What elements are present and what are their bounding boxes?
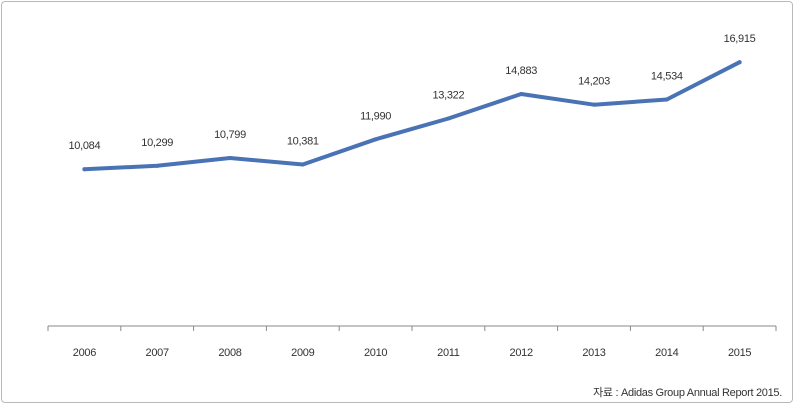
data-label: 16,915 bbox=[724, 33, 756, 45]
data-point bbox=[228, 156, 232, 161]
data-label: 13,322 bbox=[432, 89, 464, 101]
x-tick-label: 2012 bbox=[510, 347, 533, 359]
series-line bbox=[82, 60, 742, 172]
x-tick-label: 2015 bbox=[728, 347, 751, 359]
data-label: 10,381 bbox=[287, 136, 319, 148]
x-tick-label: 2008 bbox=[218, 347, 241, 359]
data-label: 10,799 bbox=[214, 129, 246, 141]
data-point bbox=[300, 162, 305, 167]
data-point bbox=[737, 60, 742, 65]
data-point bbox=[446, 116, 451, 121]
data-point bbox=[82, 167, 87, 172]
x-tick-label: 2013 bbox=[582, 347, 605, 359]
data-point bbox=[592, 102, 596, 107]
data-label: 10,299 bbox=[141, 137, 173, 149]
data-label: 10,084 bbox=[68, 140, 100, 152]
data-label: 14,534 bbox=[651, 70, 683, 82]
x-tick-labels: 2006 2007 2008 2009 2010 2011 2012 2013 2014 2015 bbox=[73, 347, 752, 359]
x-tick-label: 2010 bbox=[364, 347, 387, 359]
data-point bbox=[519, 92, 524, 97]
series-line-group bbox=[82, 60, 742, 172]
x-tick-label: 2006 bbox=[73, 347, 96, 359]
data-label: 11,990 bbox=[360, 110, 391, 122]
x-axis bbox=[47, 325, 777, 331]
x-tick-label: 2014 bbox=[655, 347, 678, 359]
x-tick-label: 2011 bbox=[437, 347, 460, 359]
source-note: 자료 : Adidas Group Annual Report 2015. bbox=[593, 387, 782, 399]
data-label: 14,883 bbox=[505, 65, 537, 77]
data-point bbox=[155, 163, 160, 168]
x-tick-label: 2007 bbox=[146, 347, 169, 359]
data-labels: 10,084 10,299 10,799 10,381 11,990 13,322 14,8… bbox=[68, 33, 756, 152]
x-tick-label: 2009 bbox=[291, 347, 314, 359]
data-label: 14,203 bbox=[578, 76, 610, 88]
data-point bbox=[373, 137, 378, 142]
data-point bbox=[664, 97, 669, 102]
